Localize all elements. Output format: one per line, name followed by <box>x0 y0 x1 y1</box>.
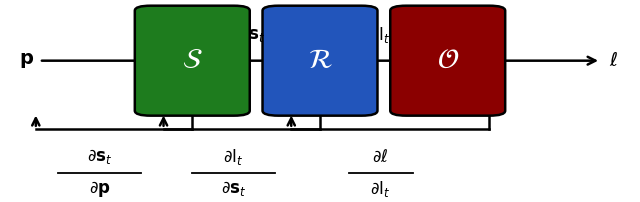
Text: $\partial \mathbf{s}_t$: $\partial \mathbf{s}_t$ <box>87 147 113 166</box>
Text: $\partial \mathrm{I}_t$: $\partial \mathrm{I}_t$ <box>223 147 244 167</box>
Text: $\mathrm{I}_t$: $\mathrm{I}_t$ <box>378 25 390 45</box>
Text: $\partial \ell$: $\partial \ell$ <box>372 148 389 166</box>
Text: $\mathbf{p}$: $\mathbf{p}$ <box>19 51 34 70</box>
Text: $\ell$: $\ell$ <box>609 51 618 70</box>
Text: $\mathbf{s}_t$: $\mathbf{s}_t$ <box>248 26 264 44</box>
Text: $\partial \mathrm{I}_t$: $\partial \mathrm{I}_t$ <box>371 179 391 199</box>
Text: $\partial \mathbf{p}$: $\partial \mathbf{p}$ <box>89 179 111 199</box>
Text: $\partial \mathbf{s}_t$: $\partial \mathbf{s}_t$ <box>221 179 246 198</box>
FancyBboxPatch shape <box>135 6 250 116</box>
Text: $\mathcal{O}$: $\mathcal{O}$ <box>436 47 459 74</box>
FancyBboxPatch shape <box>262 6 378 116</box>
Text: $\mathcal{R}$: $\mathcal{R}$ <box>308 47 332 74</box>
Text: $\mathcal{S}$: $\mathcal{S}$ <box>182 47 203 74</box>
FancyBboxPatch shape <box>390 6 505 116</box>
